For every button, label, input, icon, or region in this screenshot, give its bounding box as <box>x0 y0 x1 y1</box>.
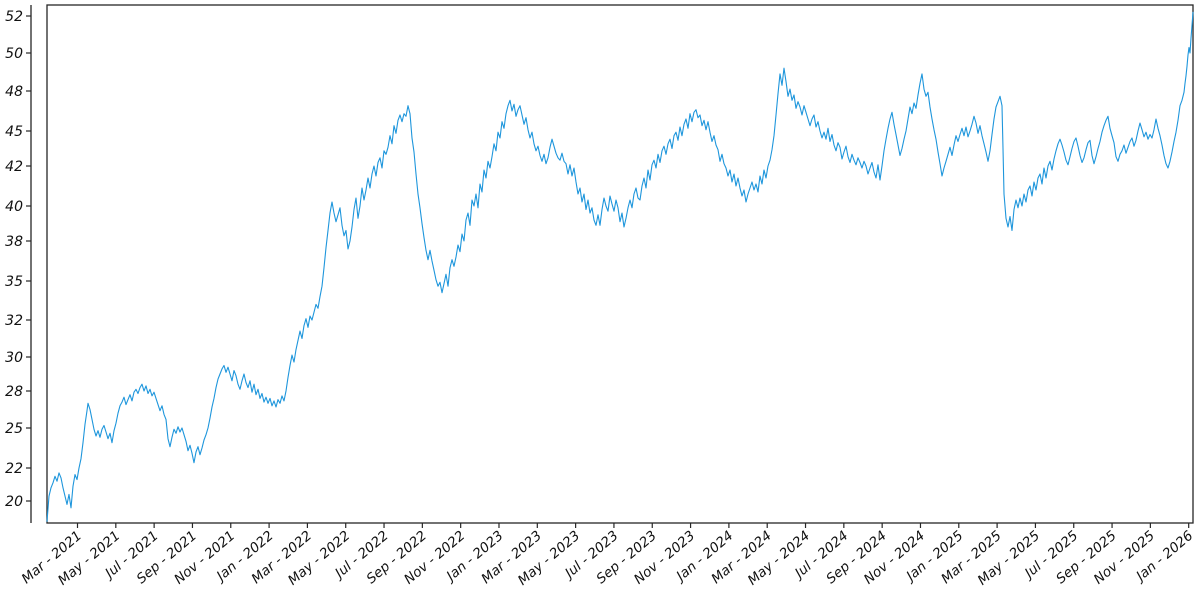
y-tick-label: 52 <box>5 9 23 25</box>
y-tick-label: 42 <box>5 159 23 175</box>
y-tick-label: 30 <box>5 350 23 366</box>
y-tick-label: 50 <box>5 46 23 62</box>
y-tick-label: 48 <box>5 84 23 100</box>
price-series-line <box>46 11 1194 522</box>
y-tick-label: 25 <box>5 421 23 437</box>
plot-border <box>46 4 1194 524</box>
y-tick-label: 22 <box>5 461 23 477</box>
y-tick-label: 28 <box>5 384 23 400</box>
y-tick-label: 32 <box>5 313 23 329</box>
y-tick-label: 40 <box>5 199 23 215</box>
y-tick-label: 38 <box>5 234 23 250</box>
y-tick-label: 20 <box>5 494 23 510</box>
y-tick-label: 45 <box>5 124 23 140</box>
y-tick-label: 35 <box>5 274 23 290</box>
